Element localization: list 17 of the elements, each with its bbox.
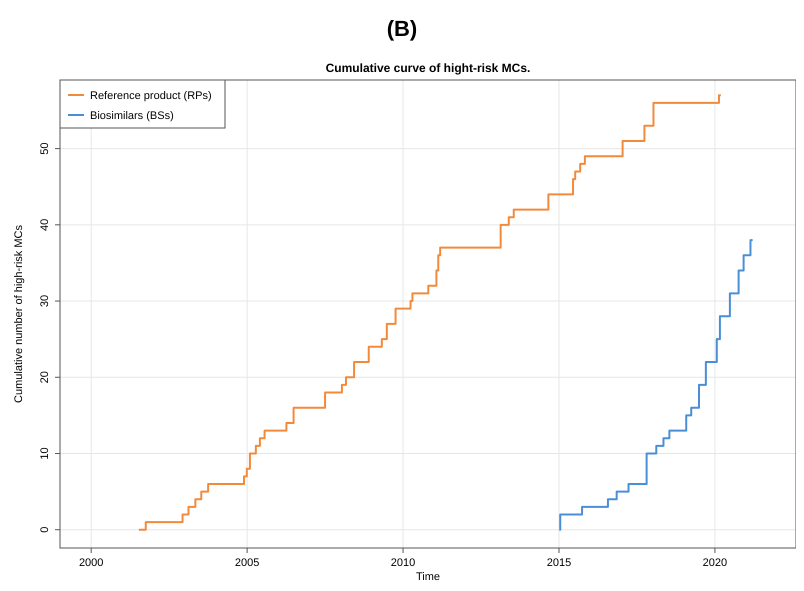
y-axis-title: Cumulative number of high-risk MCs: [13, 224, 25, 403]
y-tick-label: 30: [39, 294, 51, 308]
x-axis-title: Time: [416, 571, 440, 583]
chart-title: Cumulative curve of hight-risk MCs.: [326, 61, 530, 75]
x-tick-label: 2015: [546, 557, 572, 569]
y-tick-label: 0: [39, 526, 51, 533]
legend-label: Reference product (RPs): [90, 90, 212, 102]
x-tick-label: 2020: [702, 557, 728, 569]
y-tick-label: 10: [39, 447, 51, 460]
y-tick-label: 20: [39, 371, 51, 384]
text: (B): [386, 16, 418, 41]
x-tick-label: 2005: [234, 557, 260, 569]
y-tick-label: 50: [39, 142, 51, 155]
legend-label: Biosimilars (BSs): [90, 110, 174, 122]
x-tick-label: 2000: [78, 557, 104, 569]
x-tick-label: 2010: [390, 557, 416, 569]
y-tick-label: 40: [39, 218, 51, 231]
